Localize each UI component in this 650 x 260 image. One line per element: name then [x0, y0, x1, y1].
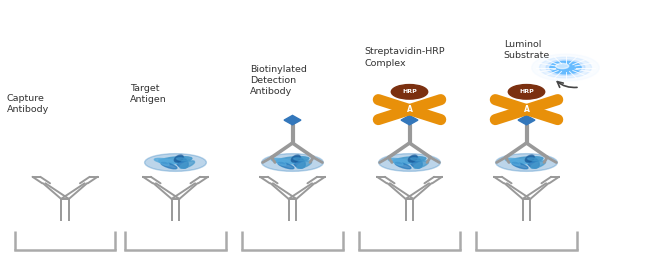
Ellipse shape	[505, 158, 528, 164]
Circle shape	[556, 63, 569, 69]
Circle shape	[532, 54, 599, 81]
Ellipse shape	[395, 162, 411, 169]
Circle shape	[508, 84, 545, 99]
Text: Streptavidin-HRP
Complex: Streptavidin-HRP Complex	[364, 48, 445, 68]
Ellipse shape	[388, 158, 411, 164]
Polygon shape	[284, 115, 301, 125]
Ellipse shape	[408, 155, 417, 162]
Text: Luminol
Substrate: Luminol Substrate	[504, 40, 550, 60]
Ellipse shape	[291, 155, 300, 162]
Text: A: A	[406, 105, 413, 114]
Ellipse shape	[410, 157, 422, 168]
Text: Capture
Antibody: Capture Antibody	[6, 94, 49, 114]
Ellipse shape	[510, 159, 520, 166]
Ellipse shape	[278, 162, 294, 169]
Ellipse shape	[161, 162, 177, 169]
Ellipse shape	[531, 161, 545, 168]
Ellipse shape	[393, 157, 426, 163]
Text: A: A	[523, 105, 530, 114]
Ellipse shape	[512, 162, 528, 169]
Ellipse shape	[411, 158, 424, 161]
Text: Target
Antigen: Target Antigen	[130, 84, 167, 104]
Ellipse shape	[159, 159, 169, 166]
Ellipse shape	[144, 154, 207, 171]
Ellipse shape	[294, 158, 307, 161]
Circle shape	[550, 61, 581, 74]
Ellipse shape	[378, 154, 441, 171]
Ellipse shape	[154, 158, 177, 164]
Circle shape	[546, 60, 585, 75]
Ellipse shape	[159, 157, 192, 163]
Ellipse shape	[276, 157, 309, 163]
Text: Biotinylated
Detection
Antibody: Biotinylated Detection Antibody	[250, 65, 307, 96]
Ellipse shape	[261, 154, 324, 171]
Text: HRP: HRP	[402, 89, 417, 94]
Ellipse shape	[177, 158, 190, 161]
Ellipse shape	[495, 154, 558, 171]
Ellipse shape	[525, 155, 534, 162]
Ellipse shape	[174, 155, 183, 162]
Ellipse shape	[393, 159, 403, 166]
Ellipse shape	[271, 158, 294, 164]
Text: HRP: HRP	[519, 89, 534, 94]
Ellipse shape	[414, 161, 428, 168]
Polygon shape	[518, 115, 535, 125]
Ellipse shape	[180, 161, 194, 168]
Ellipse shape	[526, 157, 539, 168]
Ellipse shape	[176, 157, 188, 168]
Ellipse shape	[297, 161, 311, 168]
Ellipse shape	[276, 159, 286, 166]
Ellipse shape	[510, 157, 543, 163]
Circle shape	[391, 84, 428, 99]
Polygon shape	[401, 115, 418, 125]
Ellipse shape	[292, 157, 306, 168]
Ellipse shape	[528, 158, 541, 161]
Circle shape	[540, 57, 592, 78]
